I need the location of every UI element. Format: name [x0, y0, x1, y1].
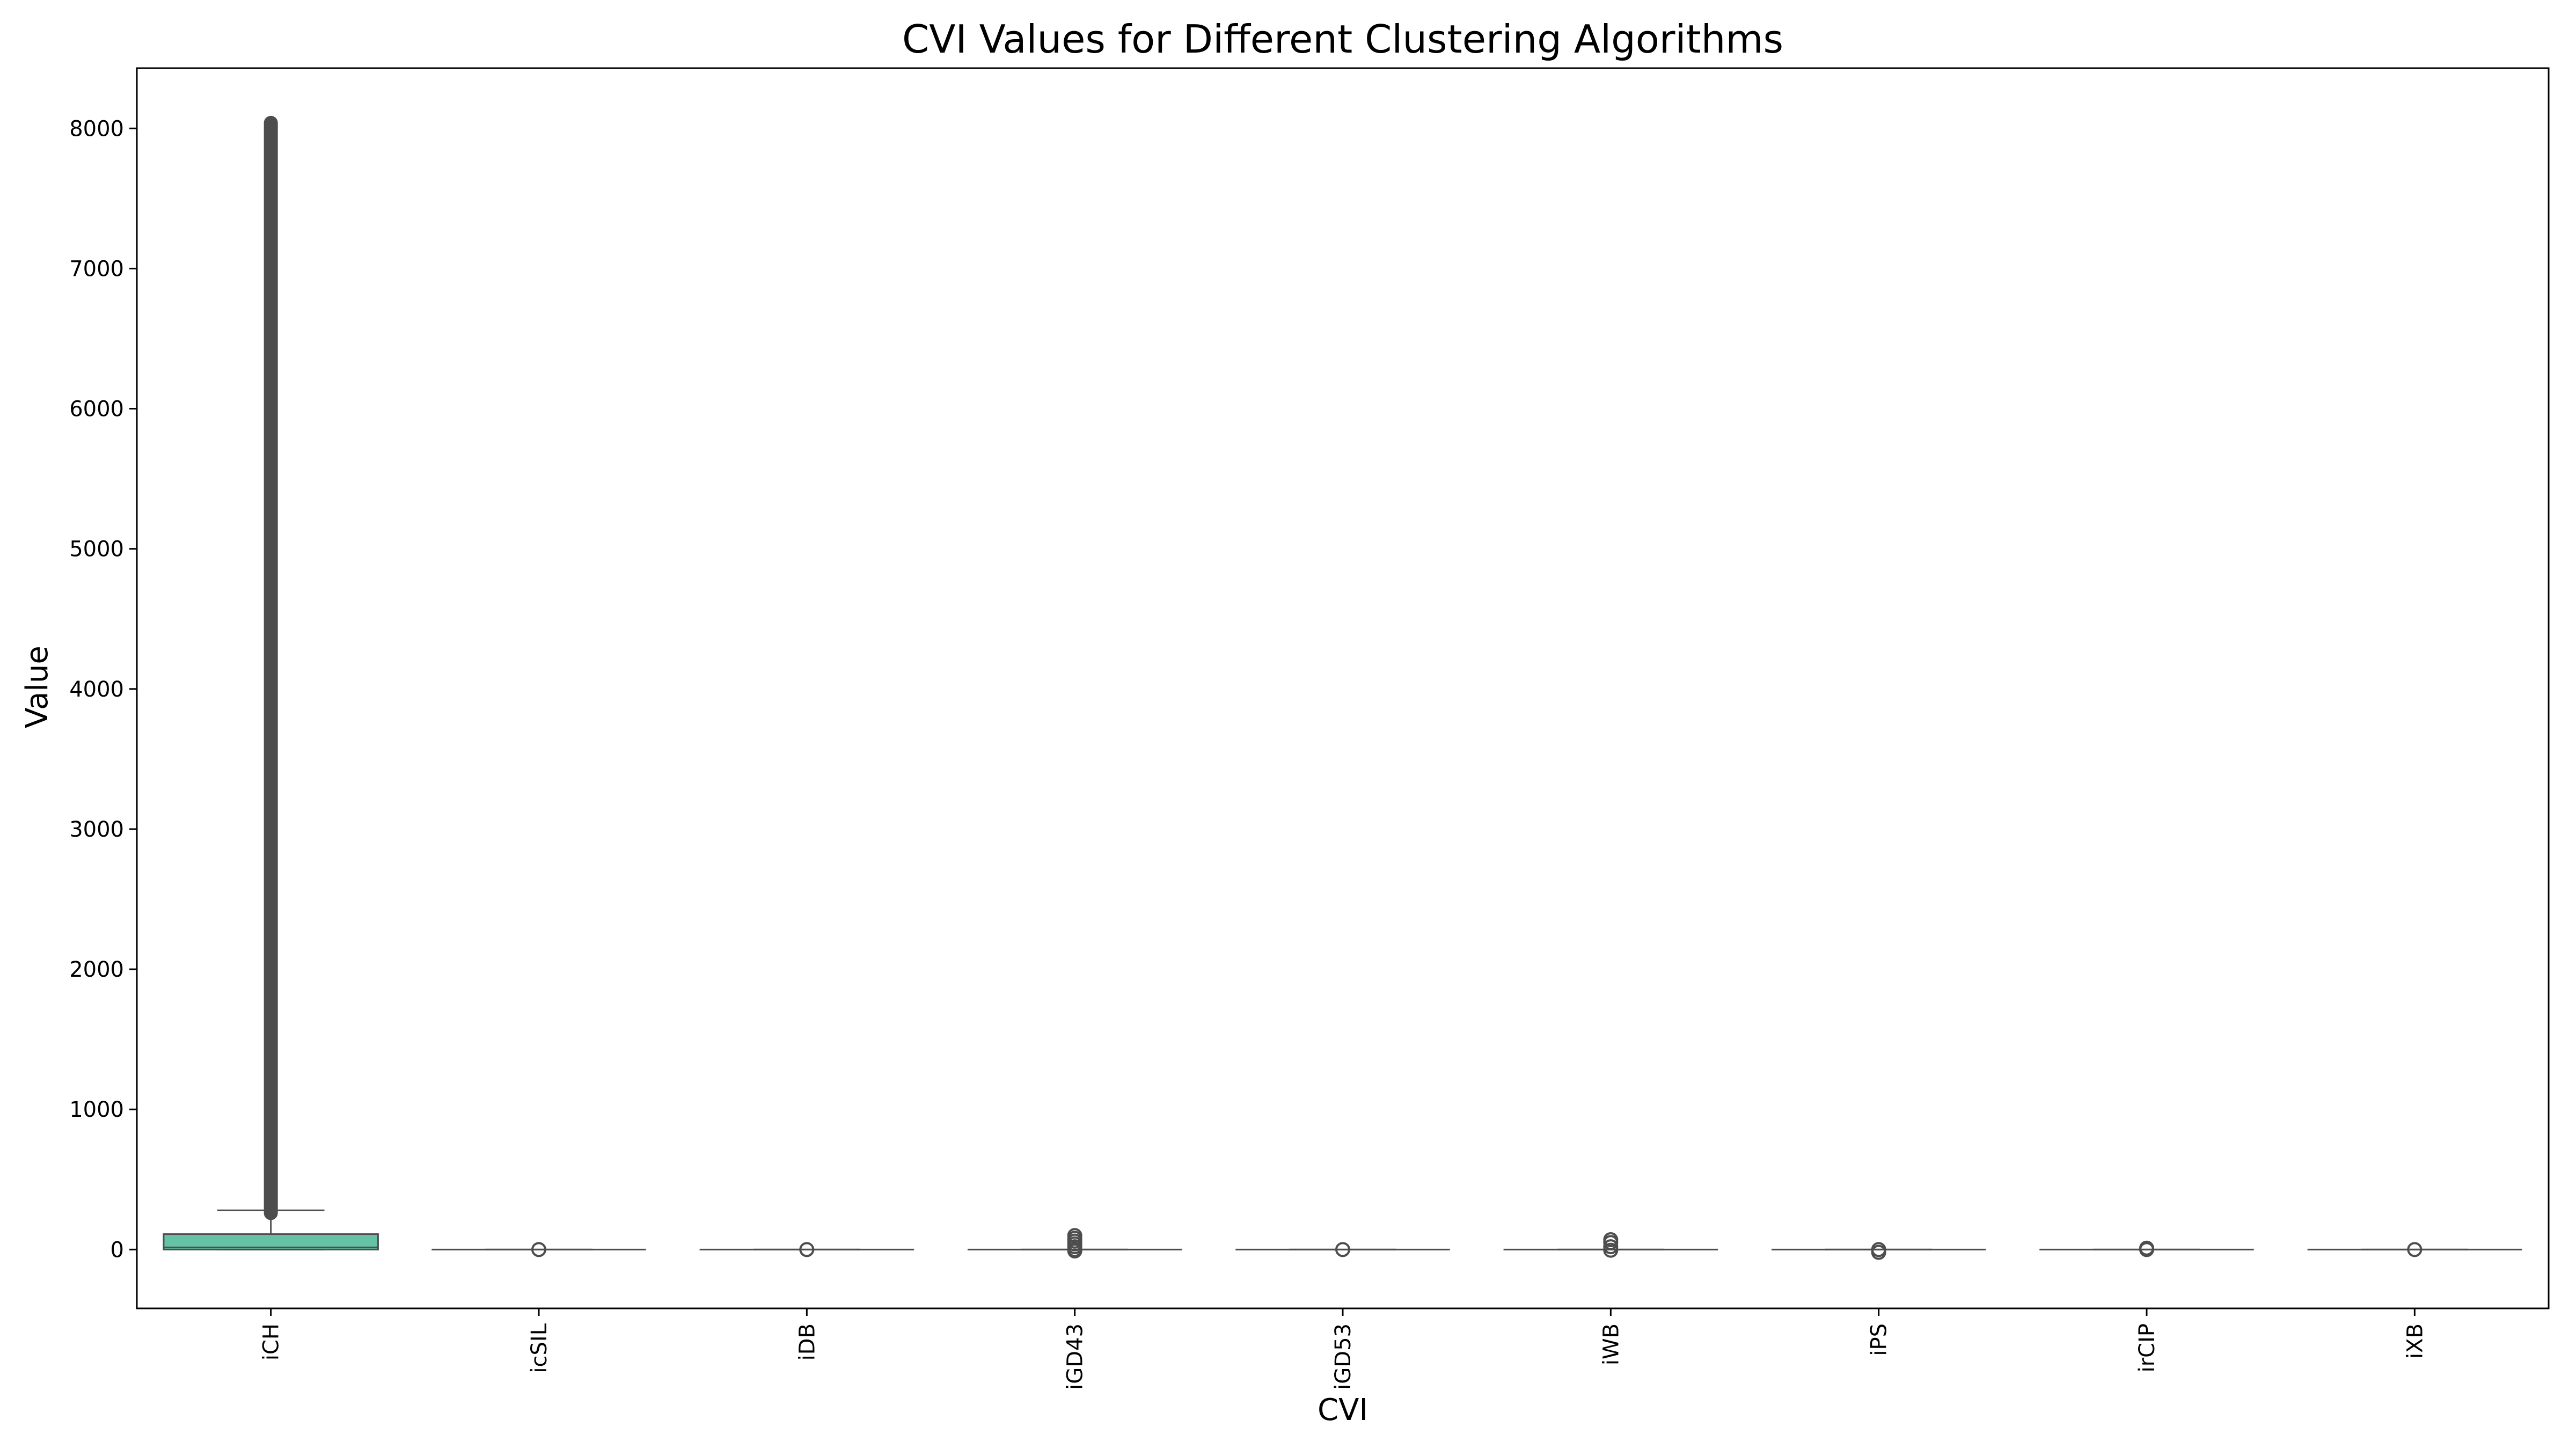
plot-frame [136, 67, 2550, 1309]
x-tick-label-iXB: iXB [2403, 1323, 2427, 1359]
y-axis-label: Value [20, 646, 55, 728]
y-tick-label-3: 3000 [69, 817, 124, 842]
x-tick-label-iDB: iDB [795, 1323, 819, 1360]
outlier-iWB-3 [1603, 1232, 1619, 1248]
outlier-irCIP-1 [2139, 1240, 2154, 1256]
x-tick-label-icSIL: icSIL [527, 1323, 552, 1373]
y-tick-label-2: 2000 [69, 957, 124, 982]
chart-title: CVI Values for Different Clustering Algo… [902, 17, 1783, 62]
y-tick-label-1: 1000 [69, 1097, 124, 1122]
x-tick-label-irCIP: irCIP [2135, 1323, 2160, 1372]
outlier-iXB-0 [2407, 1242, 2423, 1257]
x-tick-label-iGD43: iGD43 [1063, 1323, 1088, 1390]
outlier-iWB-1 [1603, 1239, 1619, 1255]
x-tick-label-iGD53: iGD53 [1331, 1323, 1356, 1390]
outlier-iGD43-6 [1067, 1228, 1082, 1243]
y-tick-label-6: 6000 [69, 397, 124, 422]
x-tick-label-iCH: iCH [259, 1323, 284, 1360]
x-tick-label-iPS: iPS [1867, 1323, 1892, 1356]
x-axis-label: CVI [1318, 1393, 1368, 1428]
outlier-iGD53-0 [1335, 1242, 1350, 1257]
plot-area: 0 1000 2000 3000 4000 5000 6000 7000 8000 iCH icSI… [69, 115, 2522, 1390]
outlier-icSIL-0 [531, 1242, 546, 1257]
y-tick-label-4: 4000 [69, 677, 124, 702]
y-tick-label-7: 7000 [69, 257, 124, 281]
y-tick-label-8: 8000 [69, 116, 124, 141]
x-tick-label-iWB: iWB [1599, 1323, 1623, 1365]
outlier-iDB-0 [799, 1242, 815, 1257]
y-tick-label-0: 0 [111, 1238, 124, 1262]
y-tick-label-5: 5000 [69, 537, 124, 562]
outlier-iPS-1 [1871, 1242, 1886, 1257]
